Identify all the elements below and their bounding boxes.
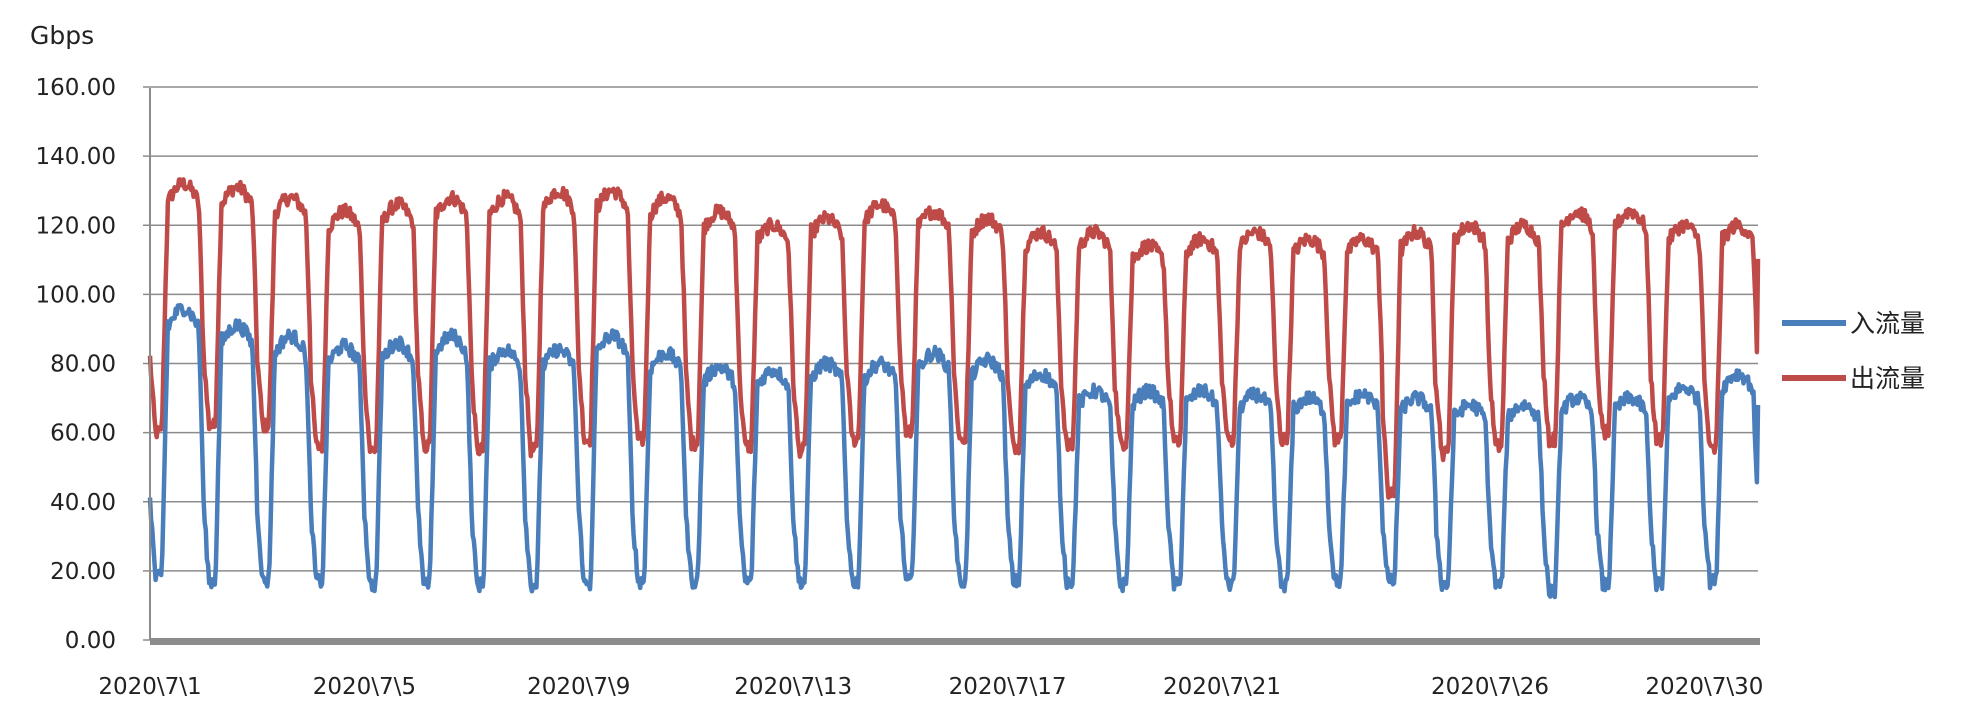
y-tick-label: 160.00 [36,75,116,101]
y-tick-label: 100.00 [36,282,116,308]
y-tick-label: 60.00 [50,421,116,447]
y-tick-label: 20.00 [50,559,116,585]
x-tick-label: 2020\7\9 [527,674,630,700]
x-axis-line [150,638,1760,645]
y-tick-label: 40.00 [50,490,116,516]
series-line-inbound [147,302,1761,600]
y-tick-label: 80.00 [50,352,116,378]
x-tick-label: 2020\7\5 [313,674,416,700]
x-tick-label: 2020\7\17 [949,674,1067,700]
y-tick-label: 0.00 [65,628,116,654]
x-axis-ticks: 2020\7\1 2020\7\5 2020\7\9 2020\7\13 2020\7\… [98,674,1763,700]
y-tick-label: 120.00 [36,213,116,239]
x-tick-label: 2020\7\21 [1163,674,1281,700]
series-lines [147,177,1761,600]
legend-label-out: 出流量 [1850,364,1925,393]
legend: 入流量 出流量 [1782,309,1925,393]
x-tick-label: 2020\7\26 [1431,674,1549,700]
series-line-outbound [147,177,1761,500]
y-axis-ticks: 0.00 20.00 40.00 60.00 80.00 100.00 120.00 140.… [36,75,150,654]
legend-label-in: 入流量 [1850,309,1925,338]
x-tick-label: 2020\7\30 [1645,674,1763,700]
x-tick-label: 2020\7\1 [98,674,201,700]
y-tick-label: 140.00 [36,144,116,170]
y-axis-unit-label: Gbps [30,21,94,50]
x-tick-label: 2020\7\13 [734,674,852,700]
